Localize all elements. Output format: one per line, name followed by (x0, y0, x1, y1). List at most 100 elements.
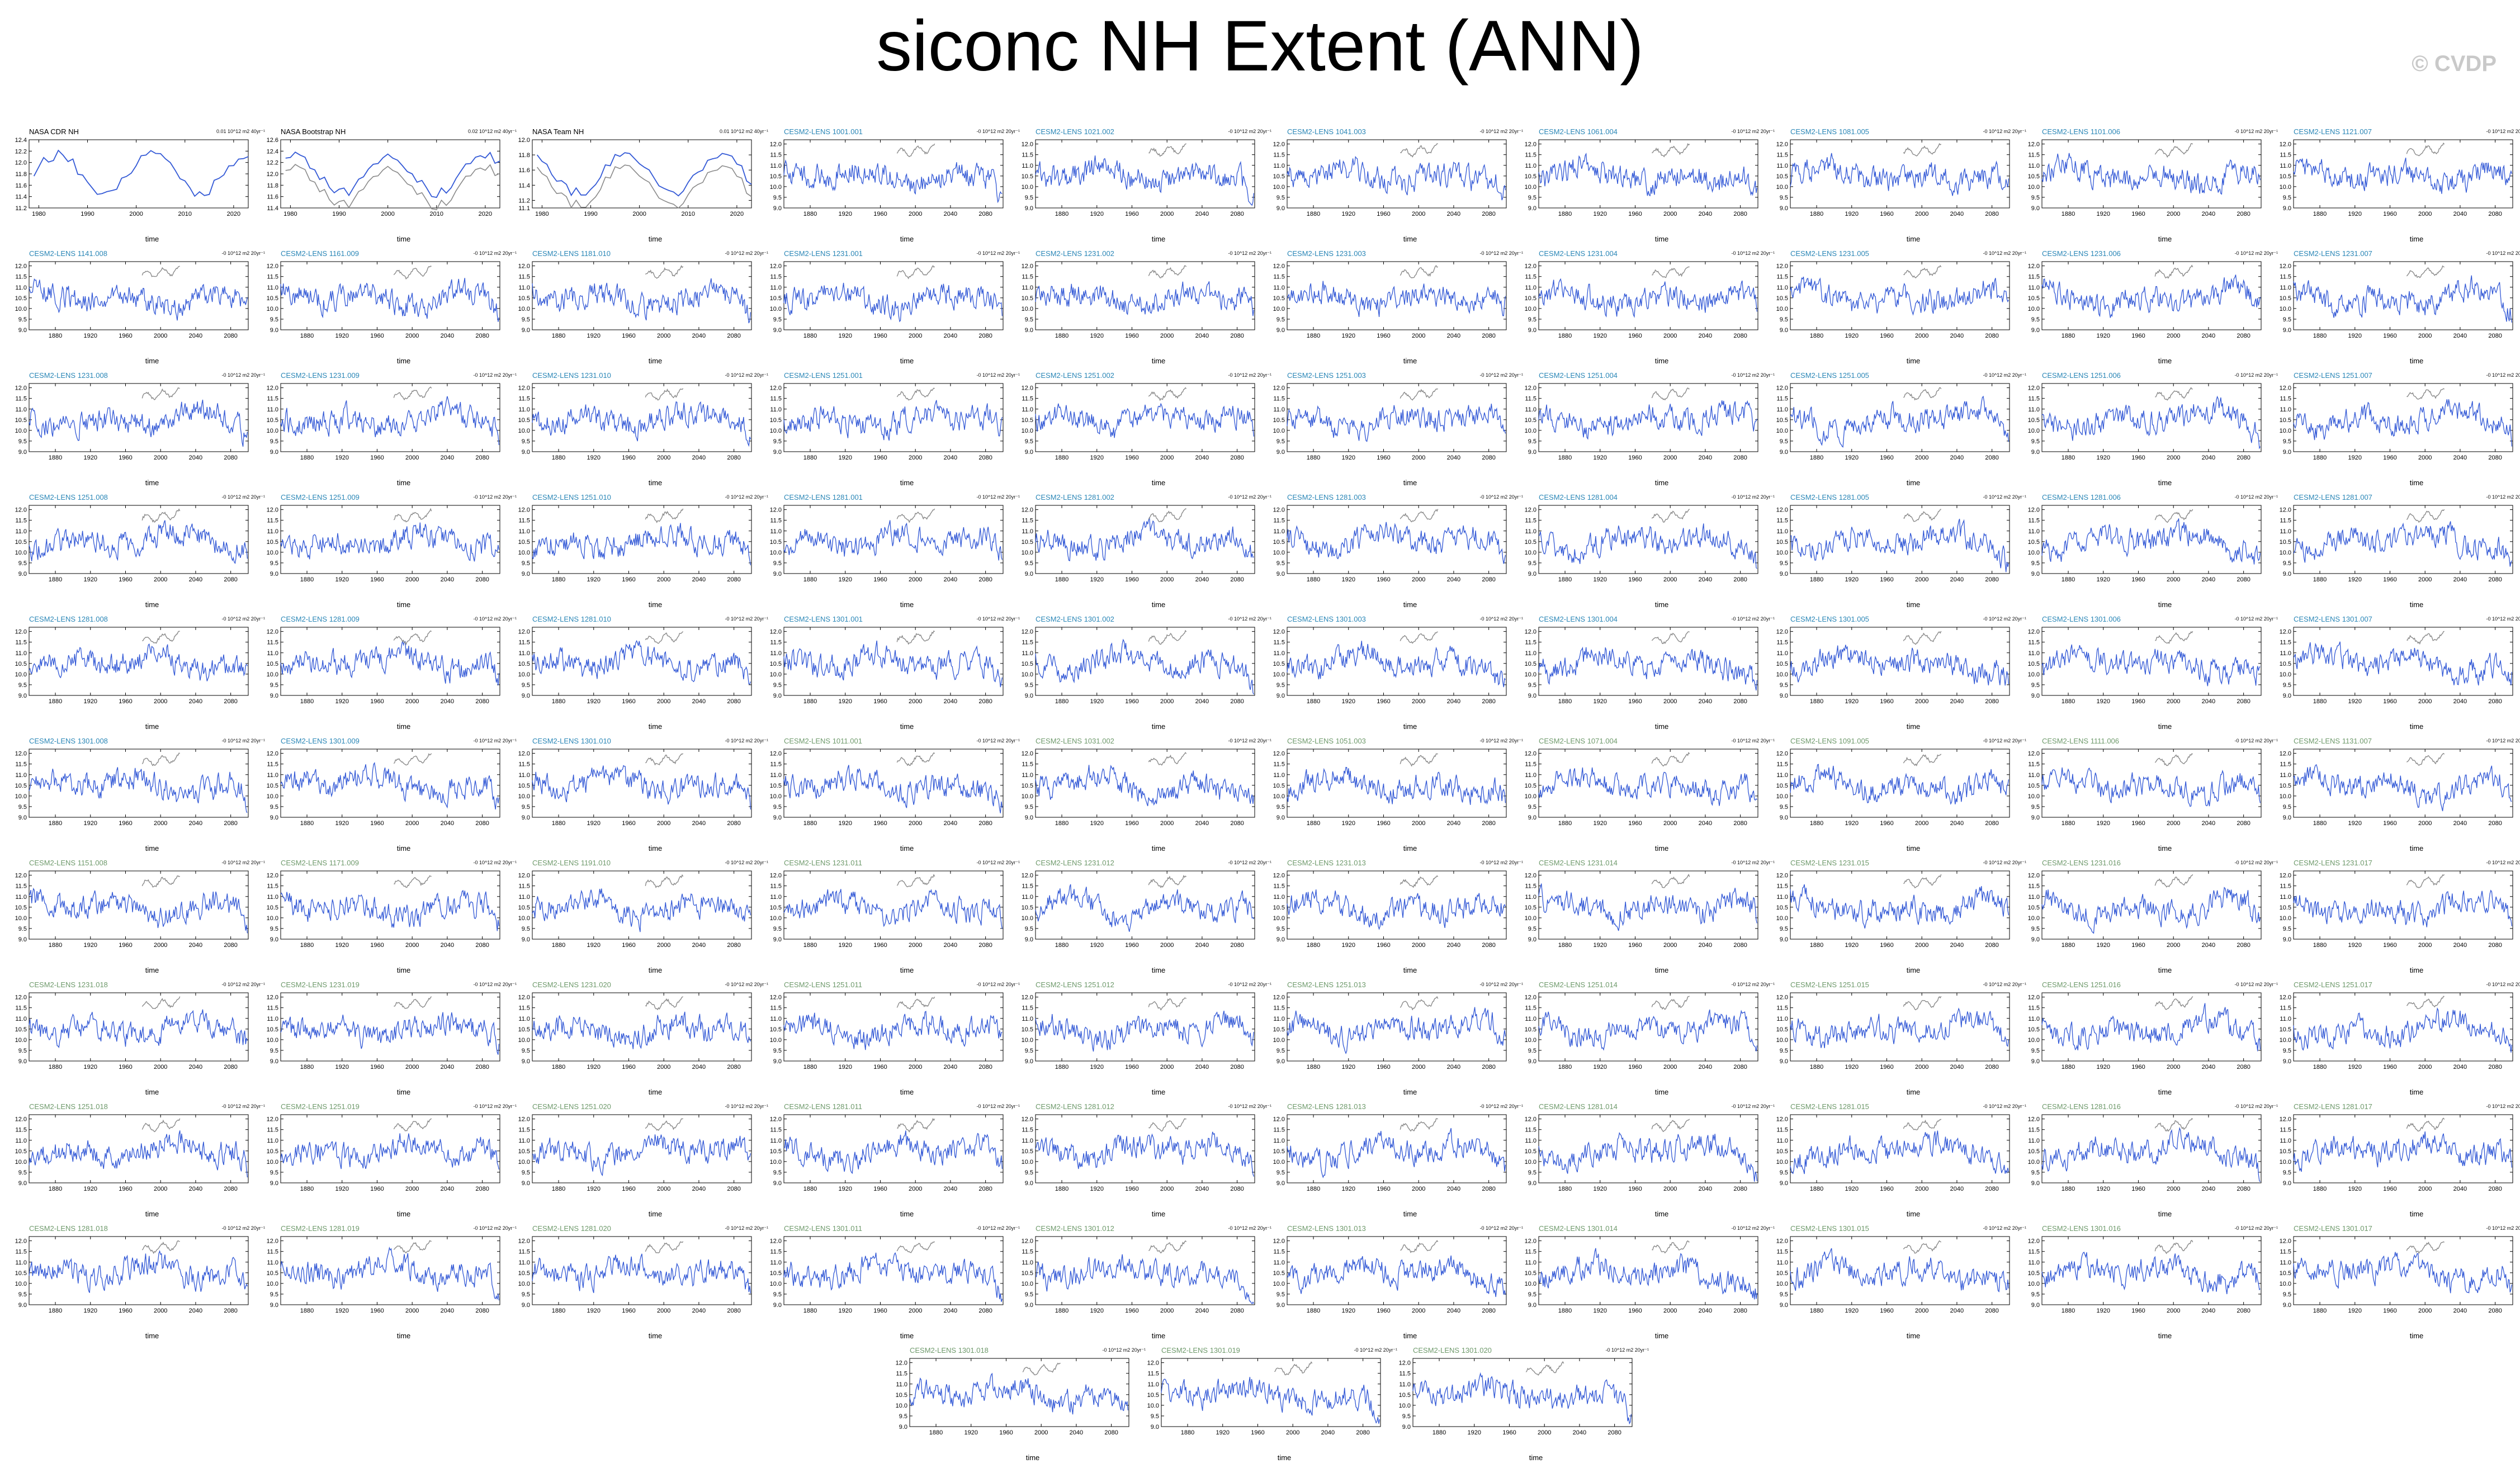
y-tick-label: 10.5 (1022, 783, 1033, 789)
x-tick-label: 1920 (1594, 454, 1607, 461)
y-tick-label: 11.0 (518, 772, 530, 779)
x-tick-label: 2040 (1447, 1308, 1460, 1314)
y-tick-label: 11.0 (15, 772, 27, 779)
chart-panel: CESM2-LENS 1301.016 -0 10^12 m2 20yr⁻¹ tim… (2028, 1224, 2288, 1343)
plot-frame (2293, 870, 2513, 940)
chart-panel: CESM2-LENS 1071.004 -0 10^12 m2 20yr⁻¹ tim… (1525, 737, 1785, 855)
x-tick-label: 2040 (441, 576, 454, 583)
y-tick-label: 9.0 (2283, 571, 2291, 577)
panel-trend-units: -0 10^12 m2 20yr⁻¹ (976, 494, 1020, 500)
y-tick-label: 10.5 (518, 1270, 530, 1277)
chart-svg: 1880 1920 1960 2000 2040 208012.011.511.010.5… (518, 261, 752, 339)
y-tick-label: 12.0 (1022, 263, 1033, 270)
y-tick-label: 9.5 (773, 804, 782, 811)
panel-title: CESM2-LENS 1161.009 (281, 249, 359, 258)
x-tick-label: 1880 (1307, 333, 1320, 339)
y-tick-label: 12.0 (518, 873, 530, 879)
y-tick-label: 11.0 (2280, 772, 2291, 779)
x-tick-label: 1920 (1594, 576, 1607, 583)
x-axis-label: time (1403, 966, 1417, 974)
panel-title: CESM2-LENS 1301.005 (1790, 615, 1869, 623)
observed-overlay-series (2406, 1241, 2445, 1254)
x-tick-label: 2080 (1733, 454, 1747, 461)
x-tick-label: 1920 (1090, 1064, 1104, 1071)
x-tick-label: 2040 (692, 1308, 706, 1314)
panel-trend-units: -0 10^12 m2 20yr⁻¹ (2234, 738, 2278, 743)
y-tick-label: 9.5 (1151, 1413, 1159, 1420)
y-tick-label: 10.5 (1022, 661, 1033, 667)
plot-frame (1035, 992, 1255, 1062)
x-tick-label: 2000 (129, 211, 143, 217)
x-tick-label: 2040 (2202, 211, 2215, 217)
y-tick-label: 9.5 (2031, 1291, 2040, 1298)
y-tick-label: 9.5 (1276, 438, 1285, 445)
y-tick-label: 10.0 (2028, 428, 2040, 434)
y-tick-label: 10.5 (770, 904, 782, 911)
y-tick-label: 9.0 (1025, 1058, 1033, 1065)
chart-svg: 1880 1920 1960 2000 2040 208012.011.511.010.5… (1776, 505, 2010, 583)
y-tick-label: 11.0 (267, 285, 278, 291)
x-tick-label: 1960 (1125, 576, 1138, 583)
panel-trend-units: -0 10^12 m2 20yr⁻¹ (1983, 1225, 2026, 1231)
y-tick-label: 11.0 (1273, 894, 1285, 901)
chart-panel: CESM2-LENS 1231.011 -0 10^12 m2 20yr⁻¹ tim… (770, 859, 1030, 977)
plot-frame (1538, 870, 1758, 940)
y-tick-label: 12.0 (267, 751, 278, 757)
chart-svg: 1880 1920 1960 2000 2040 208012.011.511.010.5… (1022, 261, 1255, 339)
chart-panel: NASA Team NH 0.01 10^12 m2 40yr⁻¹ time 1980… (518, 127, 778, 246)
chart-svg: 1880 1920 1960 2000 2040 208012.011.511.010.5… (2028, 1114, 2262, 1192)
chart-panel: CESM2-LENS 1251.007-0 10^12 m2 20yr⁻¹tim… (2280, 371, 2520, 490)
y-tick-label: 11.0 (1525, 772, 1536, 779)
y-tick-label: 11.5 (15, 883, 27, 890)
x-tick-label: 2000 (1160, 333, 1174, 339)
y-tick-label: 10.5 (267, 1148, 278, 1155)
ensemble-member-series (783, 159, 1003, 203)
observed-overlay-series (2154, 143, 2193, 158)
x-tick-label: 1960 (1628, 211, 1642, 217)
x-tick-label: 2040 (1699, 1064, 1712, 1071)
x-tick-label: 1980 (32, 211, 45, 217)
panel-title: CESM2-LENS 1231.007 (2294, 249, 2372, 258)
plot-frame (1035, 870, 1255, 940)
plot-frame (783, 749, 1004, 818)
x-tick-label: 2080 (2488, 211, 2502, 217)
panel-trend-units: -0 10^12 m2 20yr⁻¹ (1731, 372, 1775, 378)
y-tick-label: 9.5 (773, 438, 782, 445)
x-axis-label: time (1906, 722, 1921, 731)
y-tick-label: 9.5 (18, 1169, 27, 1176)
y-tick-label: 11.5 (770, 152, 782, 159)
x-tick-label: 1880 (1558, 820, 1572, 827)
chart-panel: CESM2-LENS 1301.001 -0 10^12 m2 20yr⁻¹ tim… (770, 615, 1030, 733)
y-tick-label: 9.5 (773, 682, 782, 689)
ensemble-member-series (280, 278, 500, 322)
x-tick-label: 1880 (1432, 1429, 1446, 1436)
x-tick-label: 1880 (2062, 1064, 2075, 1071)
y-tick-label: 10.5 (267, 417, 278, 424)
y-tick-label: 12.0 (2280, 507, 2291, 514)
ensemble-member-series (1035, 884, 1254, 932)
y-tick-label: 9.0 (2283, 1302, 2291, 1309)
panel-trend-units: -0 10^12 m2 20yr⁻¹ (1983, 372, 2026, 378)
panel-title: CESM2-LENS 1281.017 (2294, 1102, 2372, 1111)
observed-overlay-series (141, 266, 180, 277)
x-tick-label: 1880 (552, 333, 565, 339)
x-tick-label: 1880 (300, 820, 314, 827)
plot-frame (29, 1114, 249, 1183)
x-axis-label: time (2409, 966, 2424, 974)
plot-frame (29, 749, 249, 818)
x-axis-label: time (1403, 1088, 1417, 1096)
y-tick-label: 9.5 (1528, 804, 1536, 811)
x-tick-label: 2040 (1699, 1186, 1712, 1192)
panel-title: CESM2-LENS 1281.008 (29, 615, 108, 623)
ensemble-member-series (783, 1011, 1003, 1050)
x-tick-label: 2040 (189, 1308, 202, 1314)
y-tick-label: 9.0 (773, 449, 782, 456)
y-tick-label: 9.0 (522, 449, 530, 456)
panel-trend-units: -0 10^12 m2 20yr⁻¹ (1731, 250, 1775, 256)
x-tick-label: 1960 (2131, 1308, 2145, 1314)
y-tick-label: 12.0 (1273, 751, 1285, 757)
x-tick-label: 1920 (1845, 942, 1859, 949)
x-tick-label: 1960 (119, 1308, 132, 1314)
y-tick-label: 11.5 (1776, 274, 1788, 281)
panel-title: CESM2-LENS 1281.019 (281, 1224, 360, 1233)
